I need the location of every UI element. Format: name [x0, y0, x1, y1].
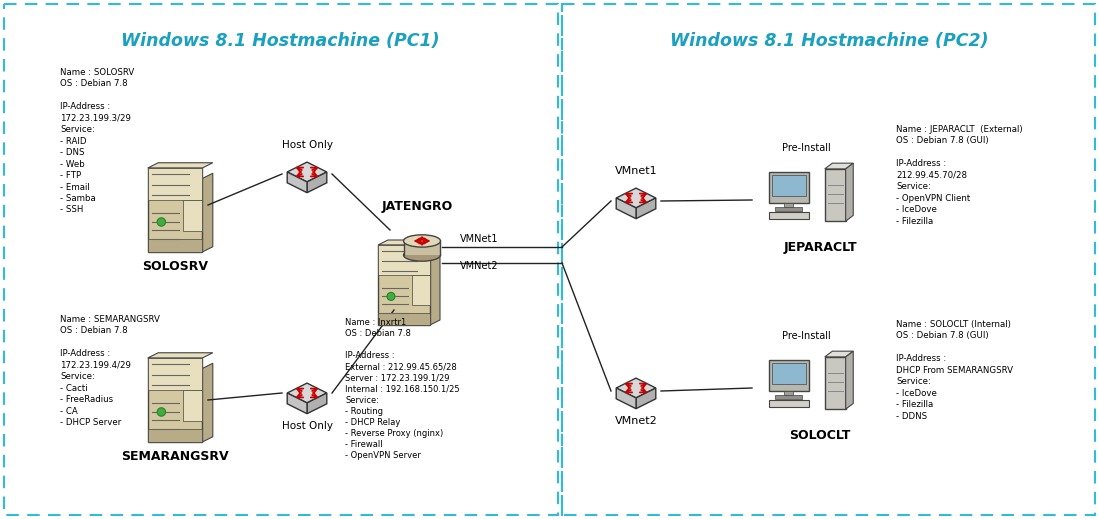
Bar: [412, 276, 430, 305]
Text: Name : SOLOSRV
OS : Debian 7.8

IP-Address :
172.23.199.3/29
Service:
- RAID
- D: Name : SOLOSRV OS : Debian 7.8 IP-Addres…: [60, 68, 134, 214]
Polygon shape: [824, 163, 853, 169]
Bar: [147, 429, 202, 442]
Text: Host Only: Host Only: [281, 421, 333, 431]
Text: Name : JEPARACLT  (External)
OS : Debian 7.8 (GUI)

IP-Address :
212.99.45.70/28: Name : JEPARACLT (External) OS : Debian …: [896, 125, 1023, 226]
Bar: [403, 241, 441, 255]
Bar: [771, 363, 806, 384]
Polygon shape: [287, 383, 326, 403]
Polygon shape: [287, 172, 307, 193]
Bar: [768, 360, 809, 391]
Text: SEMARANGSRV: SEMARANGSRV: [121, 450, 229, 463]
Text: VMNet1: VMNet1: [460, 234, 499, 244]
Bar: [184, 200, 202, 231]
Text: VMNet2: VMNet2: [460, 261, 499, 271]
Polygon shape: [617, 198, 636, 218]
Bar: [378, 245, 430, 325]
Polygon shape: [287, 162, 326, 182]
Circle shape: [157, 408, 166, 416]
Text: Windows 8.1 Hostmachine (PC2): Windows 8.1 Hostmachine (PC2): [669, 32, 988, 50]
Bar: [784, 202, 793, 208]
Bar: [824, 169, 845, 221]
Text: Name : SOLOCLT (Internal)
OS : Debian 7.8 (GUI)

IP-Address :
DHCP From SEMARANG: Name : SOLOCLT (Internal) OS : Debian 7.…: [896, 320, 1013, 420]
Text: Name : SEMARANGSRV
OS : Debian 7.8

IP-Address :
172.23.199.4/29
Service:
- Cact: Name : SEMARANGSRV OS : Debian 7.8 IP-Ad…: [60, 315, 159, 427]
Bar: [184, 390, 202, 421]
Bar: [768, 212, 809, 218]
Bar: [147, 239, 202, 252]
Ellipse shape: [403, 249, 441, 261]
Bar: [776, 395, 802, 399]
Text: Pre-Install: Pre-Install: [782, 143, 831, 153]
Polygon shape: [202, 173, 213, 252]
Circle shape: [157, 218, 166, 226]
Polygon shape: [202, 363, 213, 442]
Bar: [771, 175, 806, 196]
Polygon shape: [307, 393, 326, 414]
Polygon shape: [636, 388, 656, 408]
Text: SOLOCLT: SOLOCLT: [789, 429, 851, 442]
Text: Host Only: Host Only: [281, 140, 333, 150]
Bar: [147, 168, 202, 200]
Polygon shape: [287, 393, 307, 414]
Polygon shape: [617, 388, 636, 408]
Circle shape: [387, 292, 395, 301]
Polygon shape: [378, 240, 440, 245]
Polygon shape: [617, 378, 656, 398]
Text: Pre-Install: Pre-Install: [782, 331, 831, 341]
Text: VMnet1: VMnet1: [614, 166, 657, 176]
Polygon shape: [617, 188, 656, 208]
Ellipse shape: [403, 235, 441, 247]
Text: VMnet2: VMnet2: [614, 416, 657, 426]
Bar: [378, 245, 430, 276]
Bar: [768, 172, 809, 202]
Polygon shape: [636, 198, 656, 218]
Polygon shape: [430, 250, 440, 325]
Polygon shape: [307, 172, 326, 193]
Bar: [776, 208, 802, 211]
Text: JEPARACLT: JEPARACLT: [784, 241, 857, 254]
Text: SOLOSRV: SOLOSRV: [142, 260, 208, 273]
Polygon shape: [845, 351, 853, 409]
Text: Name : Inxrtr1
OS : Debian 7.8

IP-Address :
External : 212.99.45.65/28
Server :: Name : Inxrtr1 OS : Debian 7.8 IP-Addres…: [345, 318, 459, 460]
Text: JATENGRO: JATENGRO: [381, 200, 453, 213]
Text: Windows 8.1 Hostmachine (PC1): Windows 8.1 Hostmachine (PC1): [121, 32, 440, 50]
Bar: [147, 168, 202, 252]
Polygon shape: [845, 163, 853, 221]
Bar: [147, 358, 202, 442]
Polygon shape: [147, 163, 213, 168]
Polygon shape: [824, 351, 853, 357]
Polygon shape: [147, 353, 213, 358]
Bar: [784, 391, 793, 395]
Bar: [378, 313, 430, 325]
Bar: [768, 400, 809, 407]
Bar: [147, 358, 202, 390]
Bar: [824, 357, 845, 409]
